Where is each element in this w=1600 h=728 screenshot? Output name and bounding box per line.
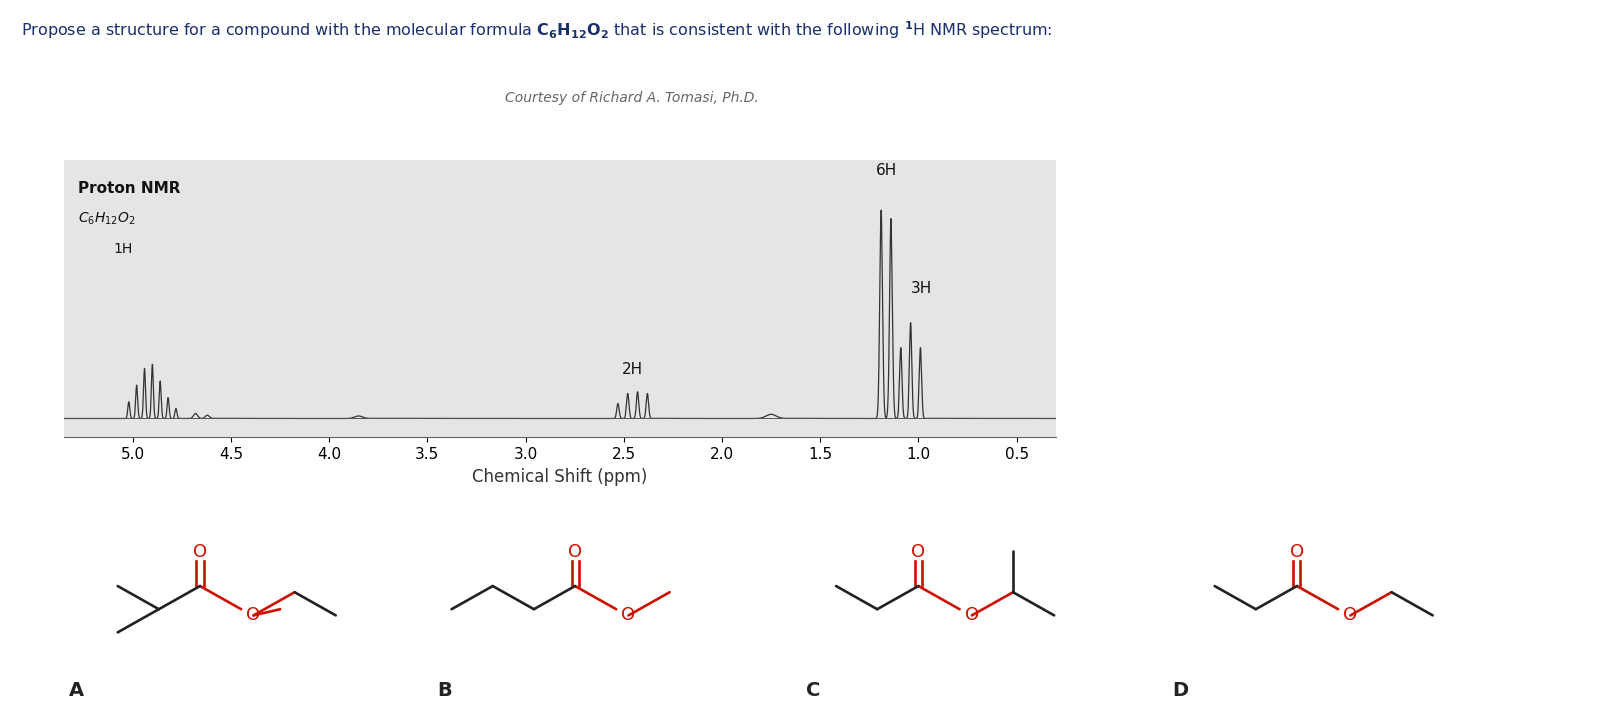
Text: 2H: 2H xyxy=(622,362,643,377)
Text: 1H: 1H xyxy=(114,242,133,256)
X-axis label: Chemical Shift (ppm): Chemical Shift (ppm) xyxy=(472,468,648,486)
Text: Propose a structure for a compound with the molecular formula $\mathbf{C_6H_{12}: Propose a structure for a compound with … xyxy=(21,20,1053,41)
Text: D: D xyxy=(1173,681,1189,700)
Text: O: O xyxy=(1344,606,1357,625)
Text: O: O xyxy=(965,606,979,625)
Text: O: O xyxy=(621,606,635,625)
Text: Courtesy of Richard A. Tomasi, Ph.D.: Courtesy of Richard A. Tomasi, Ph.D. xyxy=(506,91,758,106)
Text: Proton NMR: Proton NMR xyxy=(78,181,181,196)
Text: $C_6H_{12}O_2$: $C_6H_{12}O_2$ xyxy=(78,210,136,226)
Text: O: O xyxy=(1290,542,1304,561)
Text: O: O xyxy=(912,542,925,561)
Text: O: O xyxy=(246,606,261,625)
Text: C: C xyxy=(806,681,819,700)
Text: 6H: 6H xyxy=(875,164,896,178)
Text: A: A xyxy=(69,681,85,700)
Text: B: B xyxy=(437,681,453,700)
Text: O: O xyxy=(194,542,206,561)
Text: O: O xyxy=(568,542,582,561)
Text: 3H: 3H xyxy=(910,281,931,296)
